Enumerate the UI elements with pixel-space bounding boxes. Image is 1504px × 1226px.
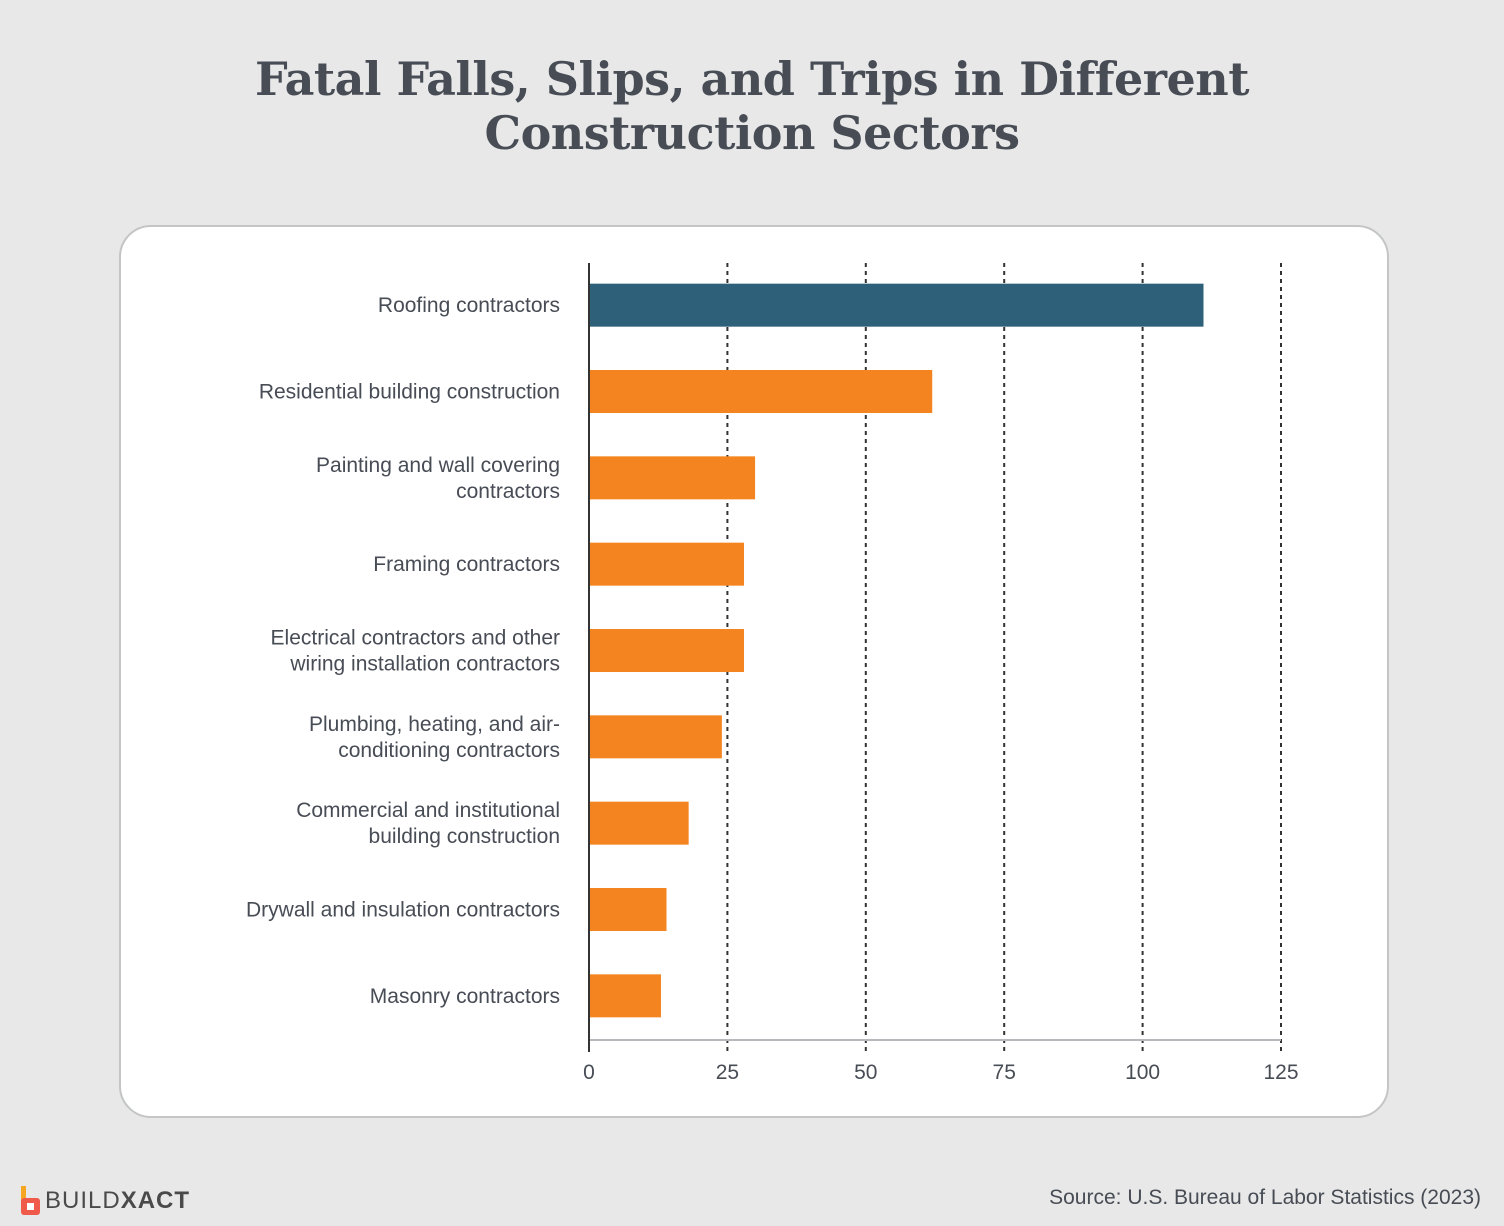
x-tick-label: 0 [583, 1061, 595, 1084]
bar [589, 283, 1204, 327]
x-tick-label: 50 [854, 1061, 877, 1084]
x-tick-label: 25 [716, 1061, 739, 1084]
logo-b-icon [21, 1186, 40, 1215]
category-label: Plumbing, heating, and air- [309, 713, 560, 736]
category-label: contractors [456, 480, 560, 503]
category-label: Masonry contractors [370, 985, 560, 1008]
chart-title: Fatal Falls, Slips, and Trips in Differe… [0, 52, 1504, 160]
logo-text: BUILDXACT [45, 1187, 191, 1214]
bar [589, 974, 661, 1018]
category-label: Framing contractors [373, 553, 560, 576]
title-line-2: Construction Sectors [484, 106, 1021, 160]
category-label: Commercial and institutional [296, 799, 560, 822]
buildxact-logo: BUILDXACT [20, 1186, 190, 1216]
bar [589, 888, 667, 931]
bar [589, 542, 745, 586]
x-tick-label: 75 [993, 1061, 1016, 1084]
x-tick-label: 100 [1125, 1061, 1160, 1084]
bar [589, 456, 756, 500]
title-line-1: Fatal Falls, Slips, and Trips in Differe… [254, 52, 1250, 106]
category-label: wiring installation contractors [289, 653, 560, 676]
bar [589, 370, 933, 413]
category-label: Roofing contractors [378, 294, 560, 317]
category-label: Painting and wall covering [316, 454, 560, 477]
bar [589, 801, 689, 845]
category-label: Drywall and insulation contractors [246, 899, 560, 922]
category-label: Residential building construction [259, 381, 560, 404]
source-note: Source: U.S. Bureau of Labor Statistics … [1049, 1186, 1481, 1209]
category-label: conditioning contractors [338, 739, 560, 762]
category-label: Electrical contractors and other [271, 627, 560, 650]
bar [589, 629, 745, 672]
category-label: building construction [369, 825, 560, 848]
x-tick-label: 125 [1263, 1061, 1298, 1084]
bar [589, 715, 722, 759]
